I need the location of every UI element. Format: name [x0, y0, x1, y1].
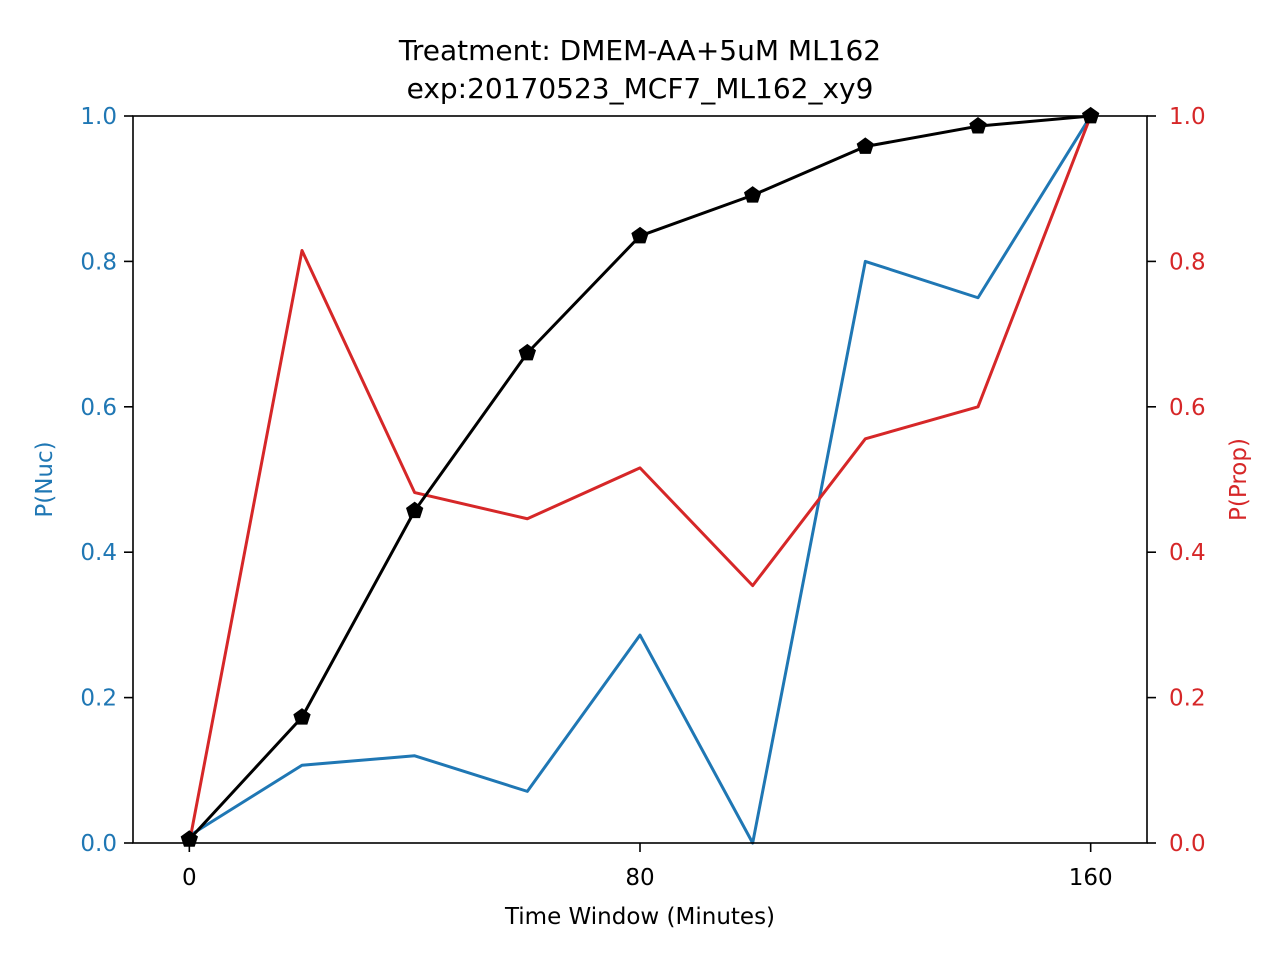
chart-subtitle: exp:20170523_MCF7_ML162_xy9	[407, 72, 874, 105]
left-y-axis: 0.0 0.2 0.4 0.6 0.8 1.0	[80, 104, 133, 857]
x-tick-label: 80	[625, 865, 654, 891]
right-y-tick-label: 0.0	[1169, 831, 1206, 857]
cumulative-point-marker	[405, 501, 424, 519]
left-y-tick-label: 0.8	[80, 249, 117, 275]
cumulative-point-marker	[631, 226, 649, 244]
prop-series-line	[187, 114, 1093, 845]
x-tick-label: 0	[182, 865, 197, 891]
left-y-tick-label: 0.0	[80, 831, 117, 857]
chart-title: Treatment: DMEM-AA+5uM ML162	[398, 34, 881, 67]
cumulative-point-marker	[743, 186, 762, 203]
right-y-tick-label: 1.0	[1169, 104, 1206, 130]
x-axis: 0 80 160	[182, 843, 1113, 891]
nuc-series-line	[187, 113, 1093, 845]
cumulative-point-marker	[1081, 106, 1100, 124]
x-tick-label: 160	[1069, 865, 1113, 891]
right-y-tick-label: 0.4	[1169, 540, 1206, 566]
right-y-tick-label: 0.6	[1169, 395, 1206, 421]
right-y-tick-label: 0.8	[1169, 249, 1206, 275]
left-y-tick-label: 0.6	[80, 395, 117, 421]
cumulative-point-marker	[969, 117, 987, 134]
right-y-tick-label: 0.2	[1169, 686, 1206, 712]
left-y-tick-label: 0.4	[80, 540, 117, 566]
left-y-tick-label: 1.0	[80, 104, 117, 130]
cumulative-point-marker	[856, 137, 875, 154]
cumulative-point-marker	[293, 708, 311, 725]
cumulative-point-marker	[518, 343, 537, 361]
right-y-axis: 0.0 0.2 0.4 0.6 0.8 1.0	[1147, 104, 1206, 857]
left-y-tick-label: 0.2	[80, 686, 117, 712]
right-y-axis-label: P(Prop)	[1226, 438, 1252, 521]
left-y-axis-label: P(Nuc)	[32, 441, 58, 517]
x-axis-label: Time Window (Minutes)	[504, 904, 775, 930]
